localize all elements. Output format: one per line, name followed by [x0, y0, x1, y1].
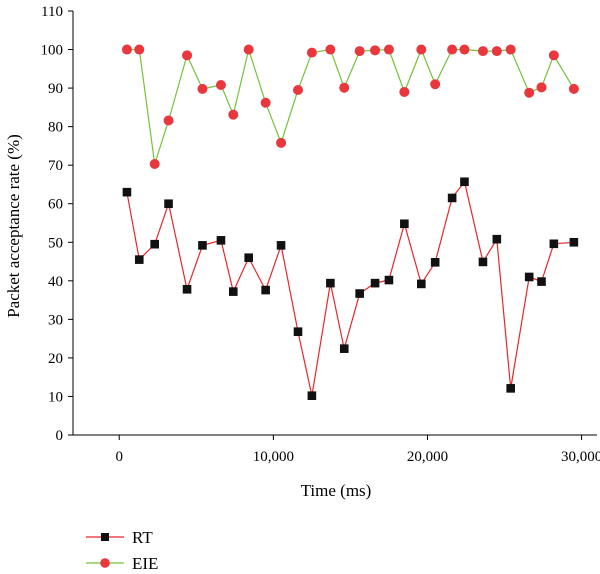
data-point-rt — [430, 258, 440, 267]
legend-item-rt: RT — [86, 528, 153, 547]
data-point-eie — [243, 44, 254, 55]
data-point-rt — [150, 239, 159, 249]
x-tick-label: 20,000 — [407, 449, 448, 465]
data-point-eie — [260, 97, 271, 108]
data-point-rt — [549, 239, 559, 249]
y-tick-label: 80 — [48, 120, 63, 136]
data-point-rt — [537, 277, 546, 286]
data-point-eie — [121, 44, 132, 55]
y-tick-label: 20 — [48, 351, 63, 367]
data-point-eie — [370, 45, 381, 56]
y-tick-label: 40 — [48, 274, 63, 290]
data-point-rt — [307, 391, 317, 400]
data-point-rt — [355, 289, 364, 298]
data-point-eie — [325, 44, 336, 55]
legend-label-eie: EIE — [132, 554, 158, 573]
data-point-eie — [477, 46, 488, 57]
data-point-eie — [568, 83, 579, 94]
data-point-rt — [182, 284, 192, 294]
data-point-rt — [326, 278, 335, 288]
y-tick-label: 110 — [41, 4, 63, 20]
y-tick-label: 0 — [56, 428, 64, 444]
data-point-rt — [492, 234, 502, 244]
series-line-rt — [126, 180, 574, 396]
data-point-rt — [384, 275, 394, 285]
data-point-rt — [400, 219, 409, 229]
legend-marker-rt — [101, 533, 109, 541]
data-point-eie — [524, 87, 535, 98]
data-point-rt — [478, 257, 488, 267]
data-point-eie — [491, 46, 502, 57]
legend-label-rt: RT — [132, 528, 153, 547]
data-point-eie — [430, 79, 441, 90]
data-point-eie — [354, 46, 365, 57]
data-point-eie — [215, 80, 226, 91]
x-tick-label: 10,000 — [253, 449, 294, 465]
y-tick-label: 70 — [48, 158, 63, 174]
data-point-eie — [416, 44, 427, 55]
data-point-eie — [447, 44, 458, 55]
data-point-eie — [293, 85, 304, 96]
y-tick-label: 50 — [48, 235, 63, 251]
data-point-rt — [134, 255, 144, 264]
y-tick-label: 30 — [48, 312, 63, 328]
data-point-eie — [505, 44, 516, 55]
data-point-eie — [399, 86, 410, 97]
data-point-rt — [198, 241, 207, 250]
data-point-rt — [228, 287, 238, 296]
data-point-eie — [182, 50, 193, 61]
data-point-rt — [417, 279, 426, 289]
data-point-rt — [506, 384, 515, 393]
data-point-rt — [276, 241, 286, 250]
y-axis-title: Packet acceptance rate (%) — [4, 134, 23, 318]
data-point-eie — [163, 115, 174, 126]
series-eie — [121, 44, 579, 170]
data-point-eie — [339, 82, 350, 93]
x-axis-ticks: 0 10,000 20,000 30,000 — [115, 435, 600, 465]
data-point-eie — [383, 44, 394, 55]
data-point-rt — [339, 344, 349, 353]
data-point-eie — [149, 159, 160, 170]
data-point-eie — [228, 109, 239, 120]
data-point-rt — [164, 199, 173, 209]
y-axis-ticks: 0 10 20 30 40 50 60 70 80 90 100 110 — [41, 4, 73, 444]
legend-marker-eie — [100, 558, 110, 568]
y-tick-label: 100 — [41, 43, 64, 59]
data-point-eie — [548, 50, 559, 61]
y-tick-label: 10 — [48, 389, 63, 405]
data-point-rt — [261, 285, 270, 295]
series-layer — [121, 44, 579, 400]
series-line-eie — [126, 47, 575, 165]
data-point-eie — [536, 82, 547, 93]
x-axis-title: Time (ms) — [301, 481, 372, 500]
data-point-eie — [197, 83, 208, 94]
data-point-eie — [306, 47, 317, 58]
data-point-rt — [569, 237, 579, 247]
data-point-eie — [134, 44, 145, 55]
axes — [72, 11, 597, 436]
data-point-eie — [276, 137, 287, 148]
data-point-rt — [524, 272, 534, 282]
x-tick-label: 30,000 — [561, 449, 600, 465]
data-point-eie — [459, 44, 470, 55]
y-tick-label: 90 — [48, 81, 63, 97]
legend-item-eie: EIE — [86, 554, 158, 573]
data-point-rt — [122, 187, 132, 197]
data-point-rt — [216, 236, 226, 245]
data-point-rt — [460, 177, 469, 187]
y-tick-label: 60 — [48, 197, 63, 213]
series-rt — [122, 177, 579, 400]
data-point-rt — [447, 193, 457, 203]
legend: RT EIE — [86, 528, 158, 573]
x-tick-label: 0 — [115, 449, 123, 465]
data-point-rt — [244, 253, 253, 262]
data-point-rt — [370, 278, 380, 288]
data-point-rt — [293, 327, 303, 336]
